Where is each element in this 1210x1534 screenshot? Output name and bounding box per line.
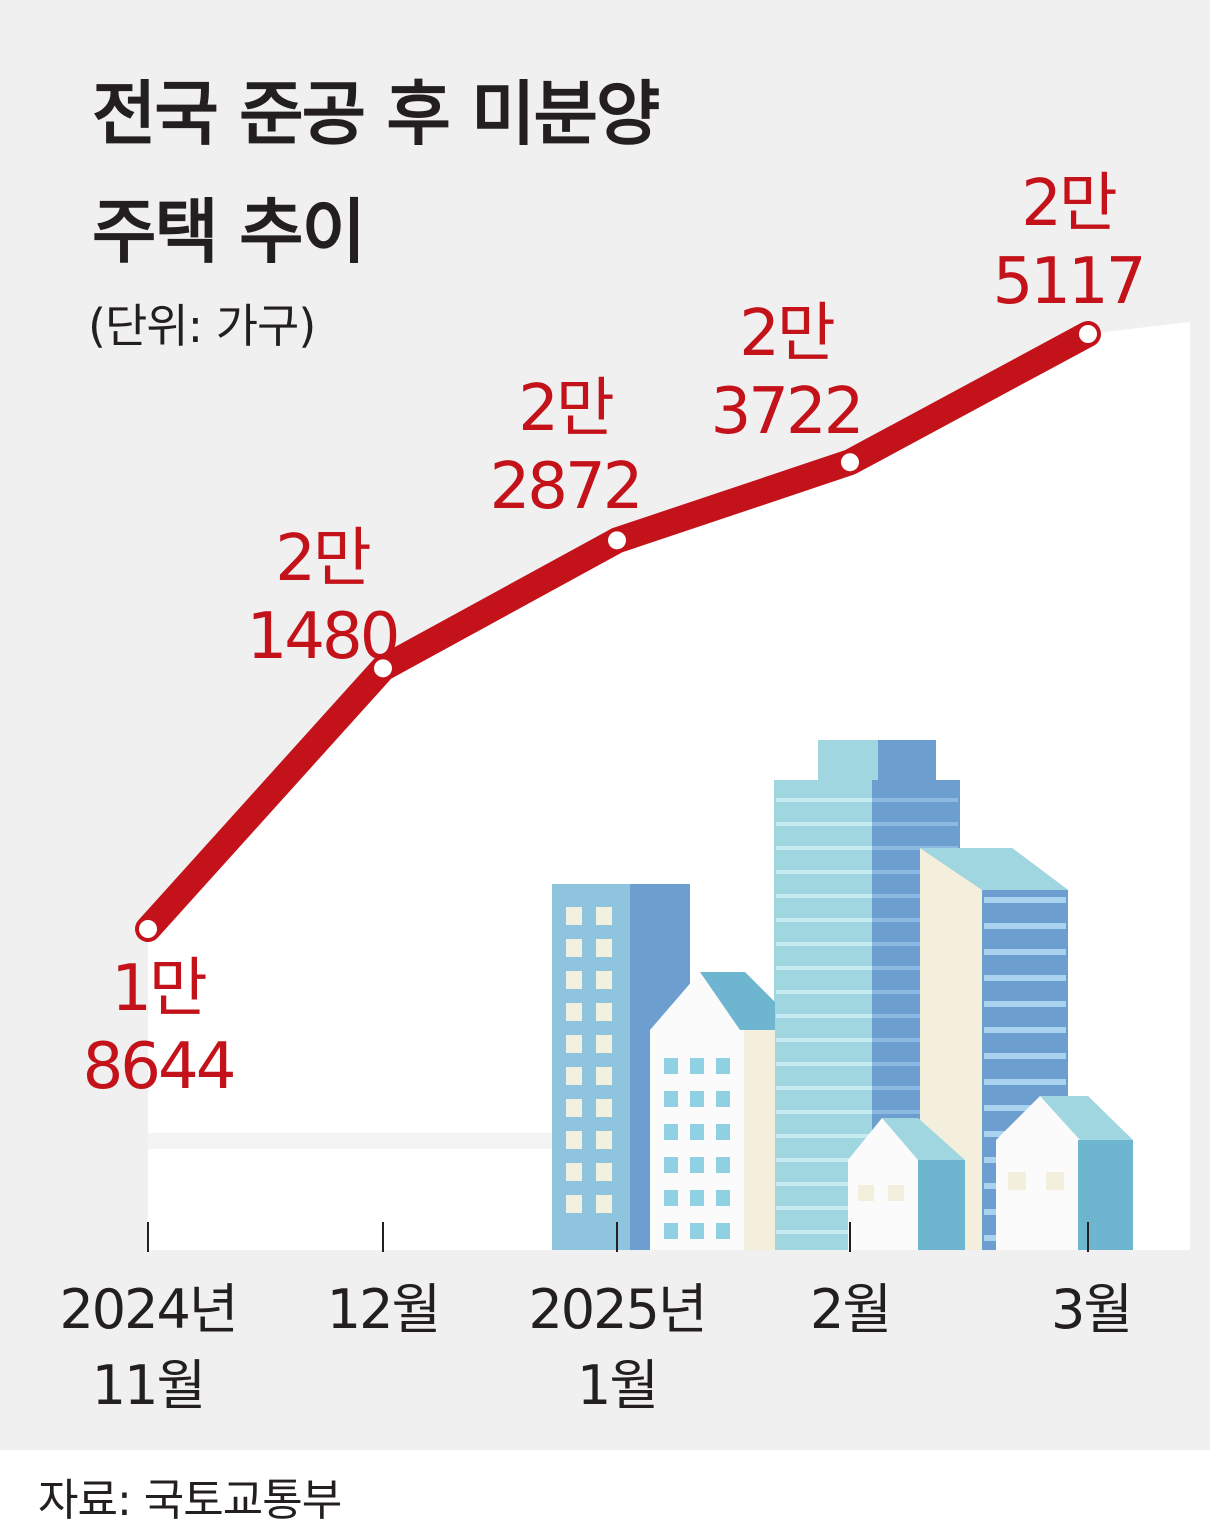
house-window (716, 1190, 730, 1206)
house-window (664, 1091, 678, 1107)
building-window (566, 1067, 582, 1085)
data-point (139, 920, 157, 938)
building-window (596, 1067, 612, 1085)
house-window (716, 1223, 730, 1239)
series-line (135, 321, 1101, 942)
house-right-window (1008, 1172, 1026, 1190)
house-side (744, 1030, 775, 1250)
building-left-front (552, 884, 630, 1250)
house-window (664, 1223, 678, 1239)
data-label: 5117 (993, 245, 1144, 319)
data-label: 2만 (275, 522, 370, 596)
source-note: 자료: 국토교통부 (38, 1475, 342, 1526)
house-window (690, 1157, 704, 1173)
x-tick-label: 2월 (810, 1278, 890, 1341)
building-window (566, 1195, 582, 1213)
small-house-side (918, 1160, 965, 1250)
tower-top-side (878, 740, 936, 782)
house-window (716, 1058, 730, 1074)
data-label: 1만 (111, 952, 206, 1026)
house-roof (700, 972, 775, 1030)
data-label: 2만 (1021, 167, 1116, 241)
building-window (566, 971, 582, 989)
house-window (664, 1124, 678, 1140)
building-window (596, 971, 612, 989)
house-window (664, 1157, 678, 1173)
house-right-side (1078, 1140, 1133, 1250)
small-house-window (888, 1185, 904, 1201)
data-label: 8644 (83, 1030, 234, 1104)
x-tick-label: 3월 (1051, 1278, 1131, 1341)
house-window (690, 1190, 704, 1206)
house-window (690, 1124, 704, 1140)
building-window (596, 1035, 612, 1053)
house-window (716, 1091, 730, 1107)
building-window (566, 907, 582, 925)
data-point (1079, 325, 1097, 343)
small-house-roof (882, 1118, 965, 1160)
x-tick-label: 2025년 (528, 1278, 705, 1341)
building-window (566, 1035, 582, 1053)
building-window (566, 1099, 582, 1117)
house-window (690, 1091, 704, 1107)
building-window (596, 907, 612, 925)
house-window (664, 1190, 678, 1206)
x-tick-label: 11월 (92, 1354, 204, 1417)
unit-label: (단위: 가구) (88, 299, 316, 353)
house-window (716, 1157, 730, 1173)
small-house-window (858, 1185, 874, 1201)
house-window (690, 1223, 704, 1239)
building-window (566, 939, 582, 957)
building-window (566, 1131, 582, 1149)
building-right-roof (920, 848, 1068, 890)
data-point (841, 453, 859, 472)
house-right-roof (1040, 1096, 1133, 1140)
house-window (690, 1058, 704, 1074)
house-window (664, 1058, 678, 1074)
building-window (566, 1003, 582, 1021)
plot-floor-band (148, 1133, 558, 1149)
data-label: 2만 (739, 297, 834, 371)
building-window (596, 1003, 612, 1021)
building-window (566, 1163, 582, 1181)
building-window (596, 1163, 612, 1181)
data-point (608, 531, 626, 550)
building-window (596, 1195, 612, 1213)
chart-title-line-2: 주택 추이 (92, 191, 366, 273)
house-front (650, 972, 775, 1250)
x-tick-label: 1월 (577, 1354, 657, 1417)
building-window (596, 1131, 612, 1149)
building-window (596, 939, 612, 957)
house-right-window (1046, 1172, 1064, 1190)
x-tick-label: 2024년 (59, 1278, 236, 1341)
data-label: 1480 (247, 600, 398, 674)
data-point (374, 659, 392, 678)
data-label: 2872 (490, 450, 641, 524)
chart-title-line-1: 전국 준공 후 미분양 (92, 73, 660, 155)
x-tick-label: 12월 (327, 1278, 439, 1341)
x-axis: 2024년 11월 12월 2025년 1월 2월 3월 (59, 1222, 1133, 1417)
house-window (716, 1124, 730, 1140)
data-label: 3722 (711, 375, 862, 449)
building-window (596, 1099, 612, 1117)
data-label: 2만 (518, 372, 613, 446)
